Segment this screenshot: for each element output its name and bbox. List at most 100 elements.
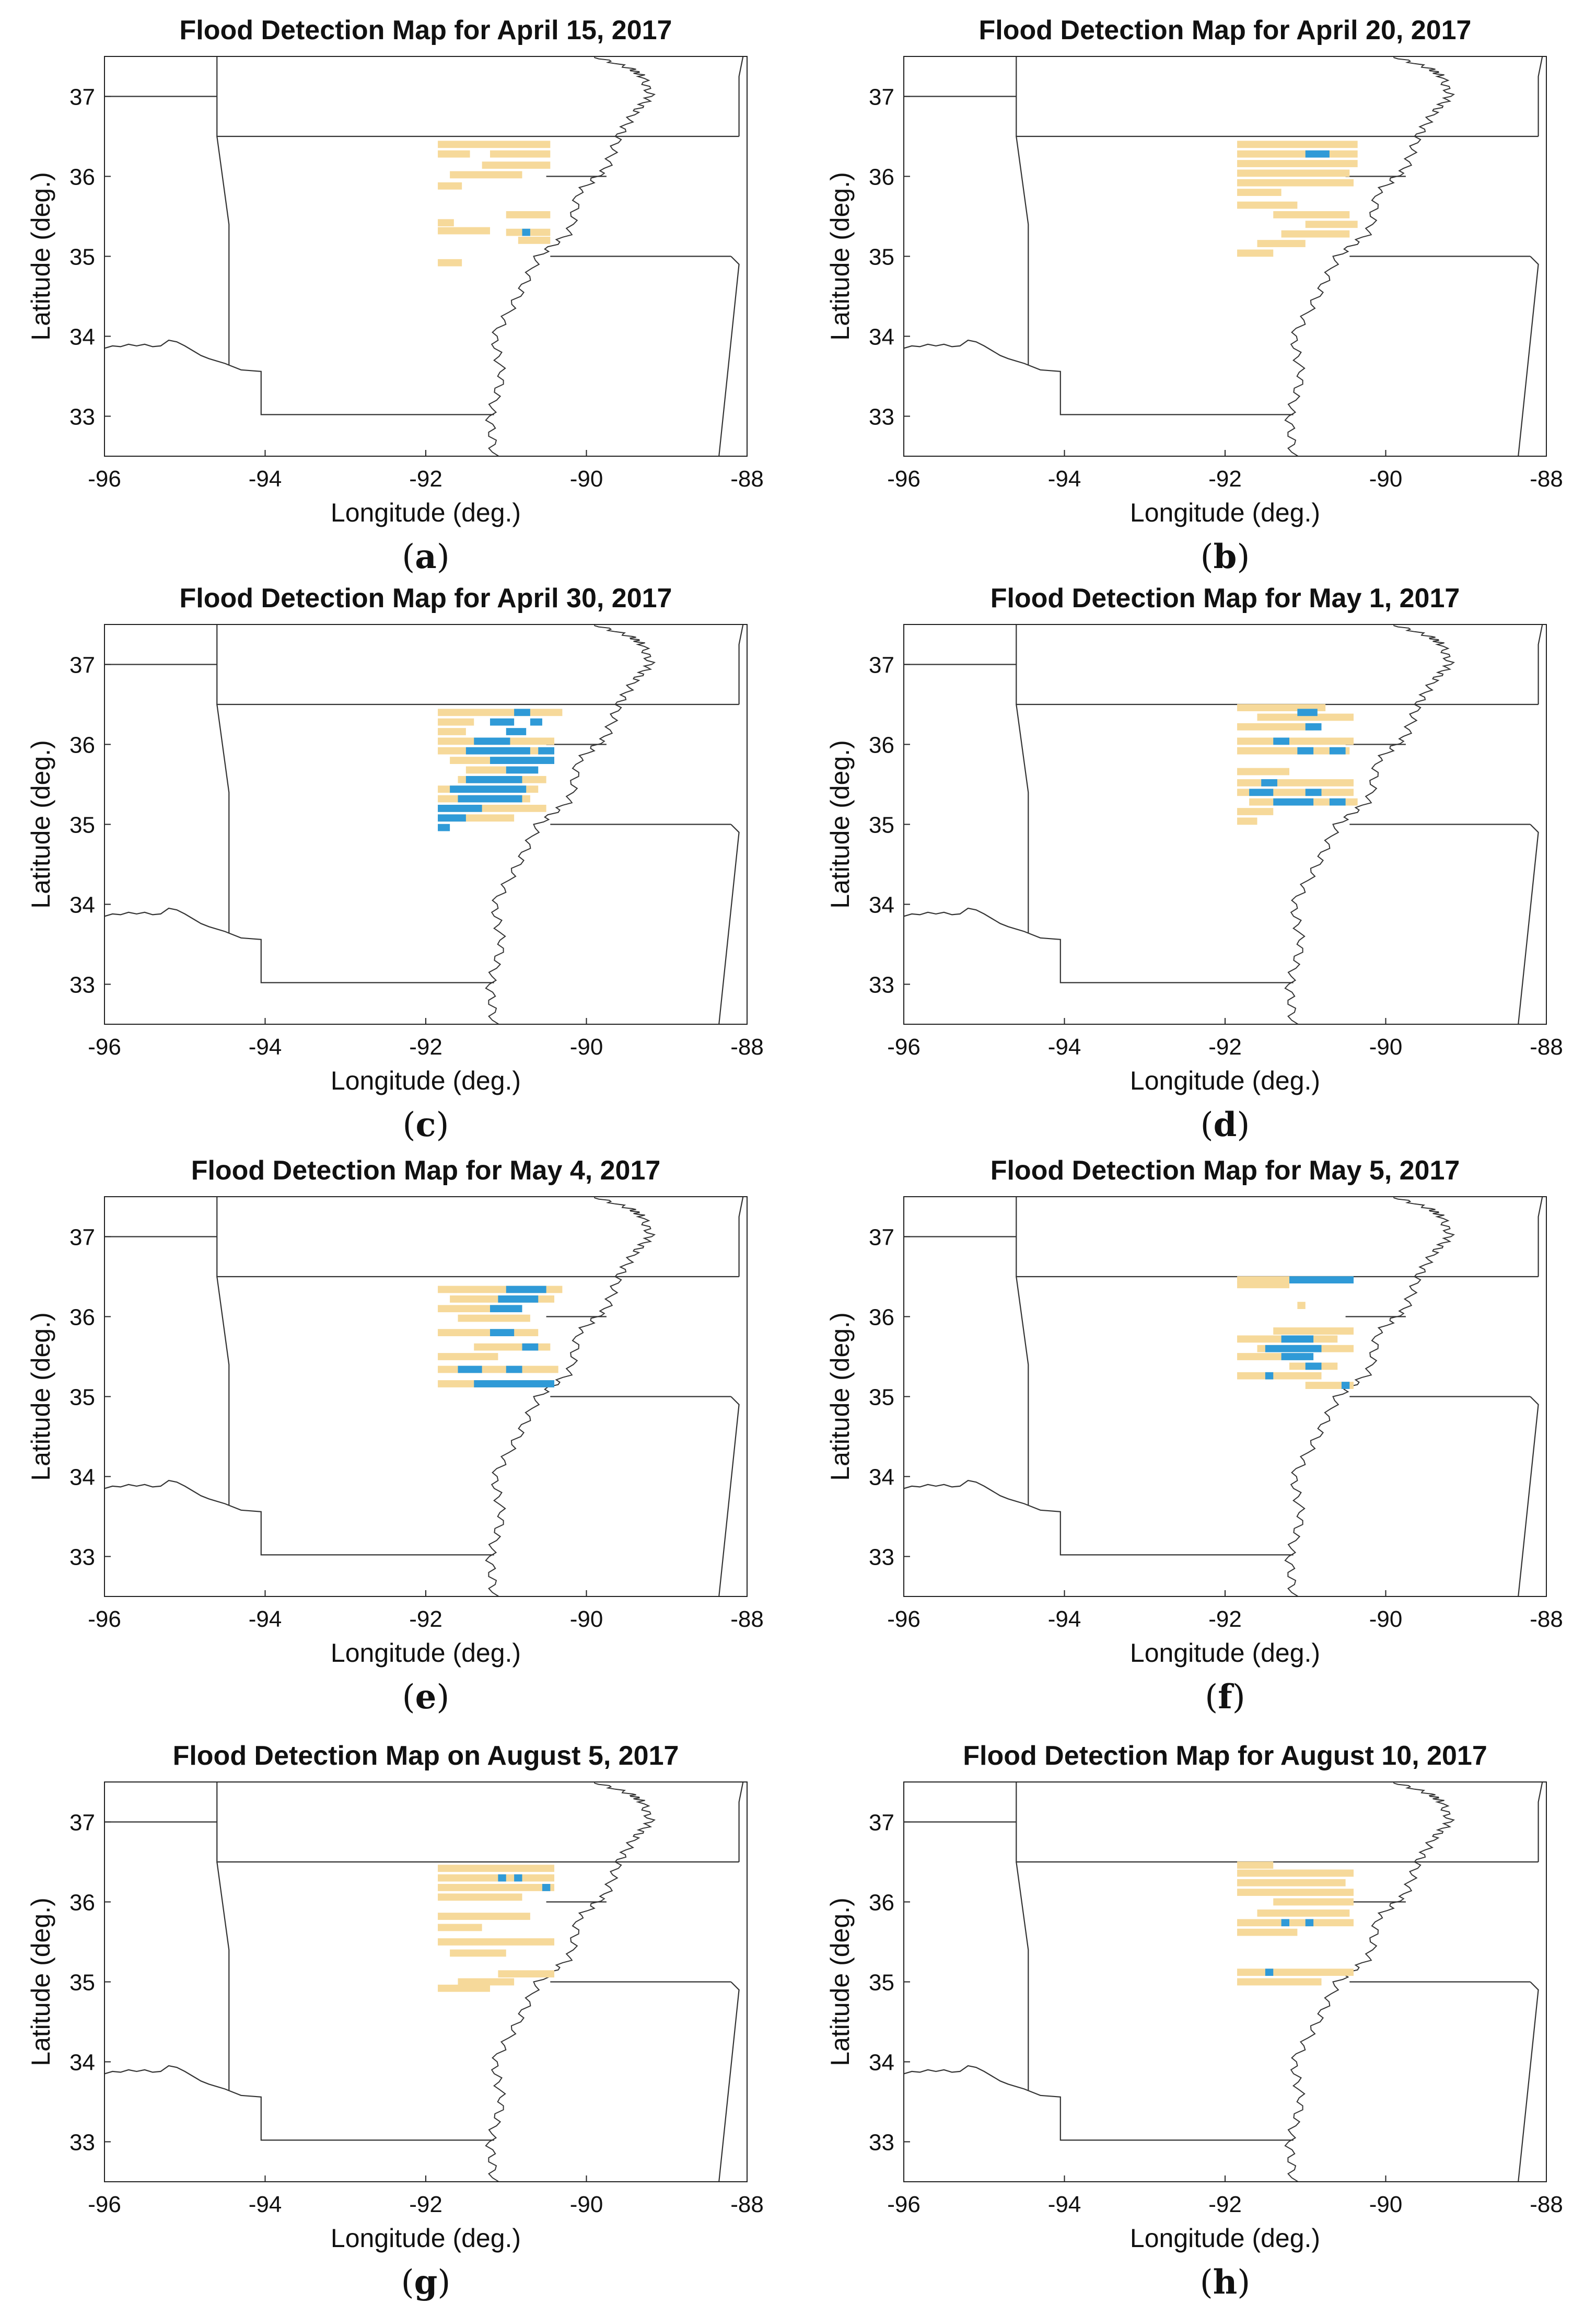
flood-cell	[1265, 1969, 1274, 1976]
state-boundary	[104, 1479, 229, 1506]
non-flood-cell	[438, 1365, 558, 1373]
state-boundary	[1059, 1517, 1294, 1556]
y-tick-label: 36	[869, 1890, 894, 1916]
x-tick-label: -92	[1208, 1034, 1242, 1060]
y-axis-label: Latitude (deg.)	[825, 1312, 855, 1480]
non-flood-cell	[1237, 808, 1274, 815]
panel-letter: (d)	[1200, 1105, 1250, 1144]
panel-letter: (g)	[401, 2263, 451, 2302]
x-tick-label: -90	[1369, 466, 1403, 492]
flood-cell	[506, 728, 527, 735]
x-tick-label: -92	[1208, 466, 1242, 492]
y-tick-label: 34	[869, 325, 894, 350]
river-boundary	[1284, 1197, 1455, 1596]
map-plot: -96 -94 -92 -90 -88 33 34 35 36 37 Longitude (deg.…	[825, 624, 1563, 1095]
non-flood-cell	[450, 1949, 506, 1957]
y-tick-label: 35	[869, 813, 894, 838]
state-boundary	[104, 907, 229, 934]
x-tick-label: -88	[730, 1606, 764, 1632]
flood-cell	[530, 718, 542, 726]
state-boundary	[1537, 56, 1543, 136]
panel-title: Flood Detection Map for May 1, 2017	[990, 583, 1460, 614]
x-tick-label: -90	[570, 1606, 603, 1632]
state-boundary	[1059, 944, 1294, 983]
y-tick-label: 36	[869, 1305, 894, 1330]
panel-letter: (e)	[402, 1677, 450, 1717]
non-flood-cell	[1237, 1969, 1354, 1976]
map-plot: -96 -94 -92 -90 -88 33 34 35 36 37 Longitude (deg.…	[825, 1196, 1563, 1668]
non-flood-cell	[498, 1970, 554, 1978]
panel-letter-text: g	[414, 2263, 438, 2302]
river-boundary	[1284, 1782, 1455, 2182]
state-boundary	[738, 1782, 744, 1862]
flood-cell	[458, 795, 522, 803]
y-tick-label: 35	[69, 245, 95, 270]
x-tick-label: -92	[409, 1034, 442, 1060]
flood-cell	[1265, 1345, 1322, 1352]
y-tick-label: 35	[869, 245, 894, 270]
river-boundary	[485, 1197, 656, 1596]
non-flood-cell	[438, 150, 470, 158]
non-flood-cell	[438, 1874, 554, 1882]
flood-cell	[1273, 737, 1289, 745]
state-boundary	[228, 364, 262, 376]
x-tick-label: -94	[1048, 466, 1081, 492]
x-axis-label: Longitude (deg.)	[1130, 498, 1320, 527]
y-tick-label: 33	[869, 1545, 894, 1570]
x-axis-label: Longitude (deg.)	[1130, 1066, 1320, 1095]
flood-cell	[1305, 723, 1322, 731]
non-flood-cell	[1237, 1879, 1346, 1886]
panel-title: Flood Detection Map on August 5, 2017	[172, 1741, 679, 1771]
state-boundary	[216, 56, 739, 137]
x-tick-label: -88	[1530, 466, 1563, 492]
y-tick-label: 33	[69, 2130, 95, 2156]
state-boundary	[738, 56, 744, 136]
non-flood-cell	[438, 1924, 482, 1931]
state-boundary	[216, 1861, 230, 2091]
y-tick-label: 33	[869, 973, 894, 998]
non-flood-cell	[1237, 1889, 1354, 1896]
state-boundary	[104, 2065, 229, 2091]
non-flood-cell	[1237, 747, 1350, 755]
non-flood-cell	[438, 1984, 490, 1992]
flood-cell	[1273, 798, 1314, 806]
non-flood-cell	[1237, 723, 1314, 731]
panel-letter-text: a	[415, 537, 437, 576]
panel-letter-text: b	[1213, 537, 1237, 576]
non-flood-cell	[1237, 1281, 1289, 1289]
non-flood-cell	[1237, 169, 1350, 177]
state-boundary	[216, 624, 739, 705]
flood-cell	[1281, 1353, 1314, 1360]
non-flood-cell	[490, 150, 551, 158]
x-axis-label: Longitude (deg.)	[331, 1638, 521, 1668]
y-tick-label: 35	[69, 1385, 95, 1410]
state-boundary	[1537, 624, 1543, 704]
state-boundary	[904, 2065, 1029, 2091]
flood-cell	[1281, 1335, 1314, 1343]
non-flood-cell	[438, 709, 563, 716]
y-tick-label: 34	[869, 1465, 894, 1490]
non-flood-cell	[1237, 1861, 1274, 1869]
non-flood-cell	[1281, 230, 1350, 238]
x-tick-label: -94	[1048, 1034, 1081, 1060]
x-tick-label: -96	[88, 1034, 121, 1060]
non-flood-cell	[438, 1938, 554, 1946]
y-tick-label: 33	[69, 973, 95, 998]
state-boundary	[228, 1504, 262, 1517]
state-boundary	[1028, 932, 1061, 944]
y-tick-label: 36	[869, 165, 894, 190]
state-boundary	[228, 932, 262, 944]
state-boundary	[718, 1981, 740, 2182]
non-flood-cell	[518, 237, 551, 244]
x-tick-label: -94	[249, 1034, 282, 1060]
y-tick-label: 34	[869, 2050, 894, 2076]
map-plot: -96 -94 -92 -90 -88 33 34 35 36 37 Longitude (deg.…	[26, 56, 764, 527]
x-tick-label: -90	[570, 2192, 603, 2217]
x-tick-label: -94	[249, 466, 282, 492]
non-flood-cell	[438, 1884, 554, 1891]
flood-cell	[1249, 789, 1274, 796]
x-tick-label: -96	[887, 2192, 921, 2217]
non-flood-cell	[1273, 1898, 1354, 1906]
state-boundary	[1016, 1861, 1029, 2091]
y-axis-label: Latitude (deg.)	[26, 740, 55, 908]
